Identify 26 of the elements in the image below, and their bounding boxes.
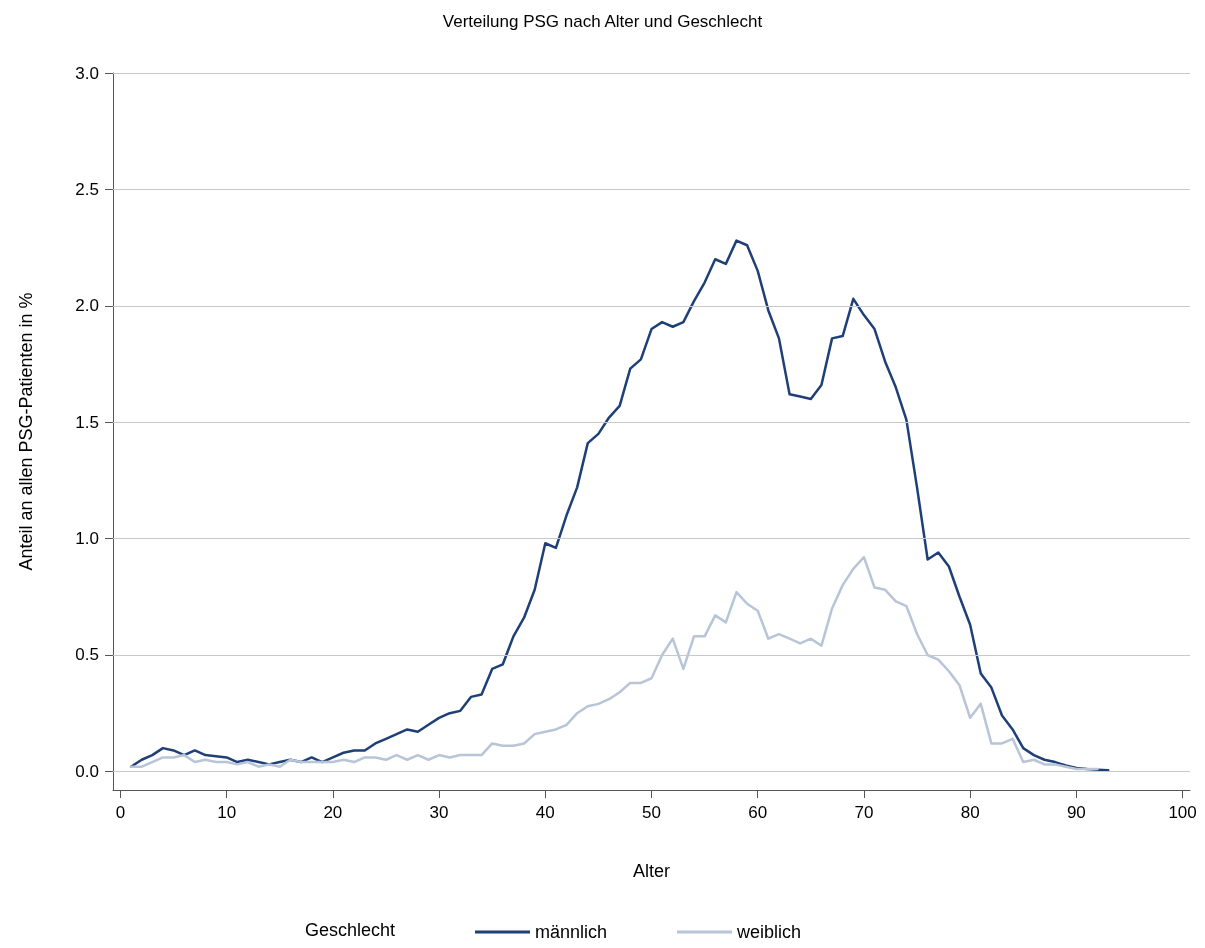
- x-tick-label: 0: [115, 803, 126, 822]
- x-tick-label: 30: [429, 803, 449, 822]
- y-tick-label: 1.5: [75, 412, 99, 432]
- y-tick-label: 1.0: [75, 529, 99, 549]
- x-tick-label: 80: [960, 803, 980, 822]
- x-tick-label: 40: [535, 803, 555, 822]
- y-tick-label: 0.0: [75, 761, 99, 781]
- x-tick-label: 50: [642, 803, 661, 822]
- y-tick-label: 3.0: [75, 63, 99, 83]
- x-tick-label: 70: [854, 803, 874, 822]
- legend-label: männlich: [535, 922, 608, 942]
- y-tick-label: 2.5: [75, 179, 99, 199]
- x-tick-label: 20: [323, 803, 343, 822]
- x-axis-title: Alter: [632, 861, 671, 881]
- y-tick-label: 2.0: [75, 296, 99, 316]
- legend-title: Geschlecht: [305, 920, 396, 940]
- x-tick-label: 100: [1168, 803, 1197, 822]
- x-tick-label: 90: [1066, 803, 1086, 822]
- y-axis-title: Anteil an allen PSG-Patienten in %: [16, 292, 36, 571]
- line-series: [129, 555, 1099, 771]
- line-series: [129, 239, 1110, 772]
- x-tick-label: 10: [217, 803, 237, 822]
- y-tick-label: 0.5: [75, 645, 99, 665]
- x-tick-label: 60: [748, 803, 768, 822]
- chart-title: Verteilung PSG nach Alter und Geschlecht: [442, 12, 763, 31]
- legend-label: weiblich: [736, 922, 802, 942]
